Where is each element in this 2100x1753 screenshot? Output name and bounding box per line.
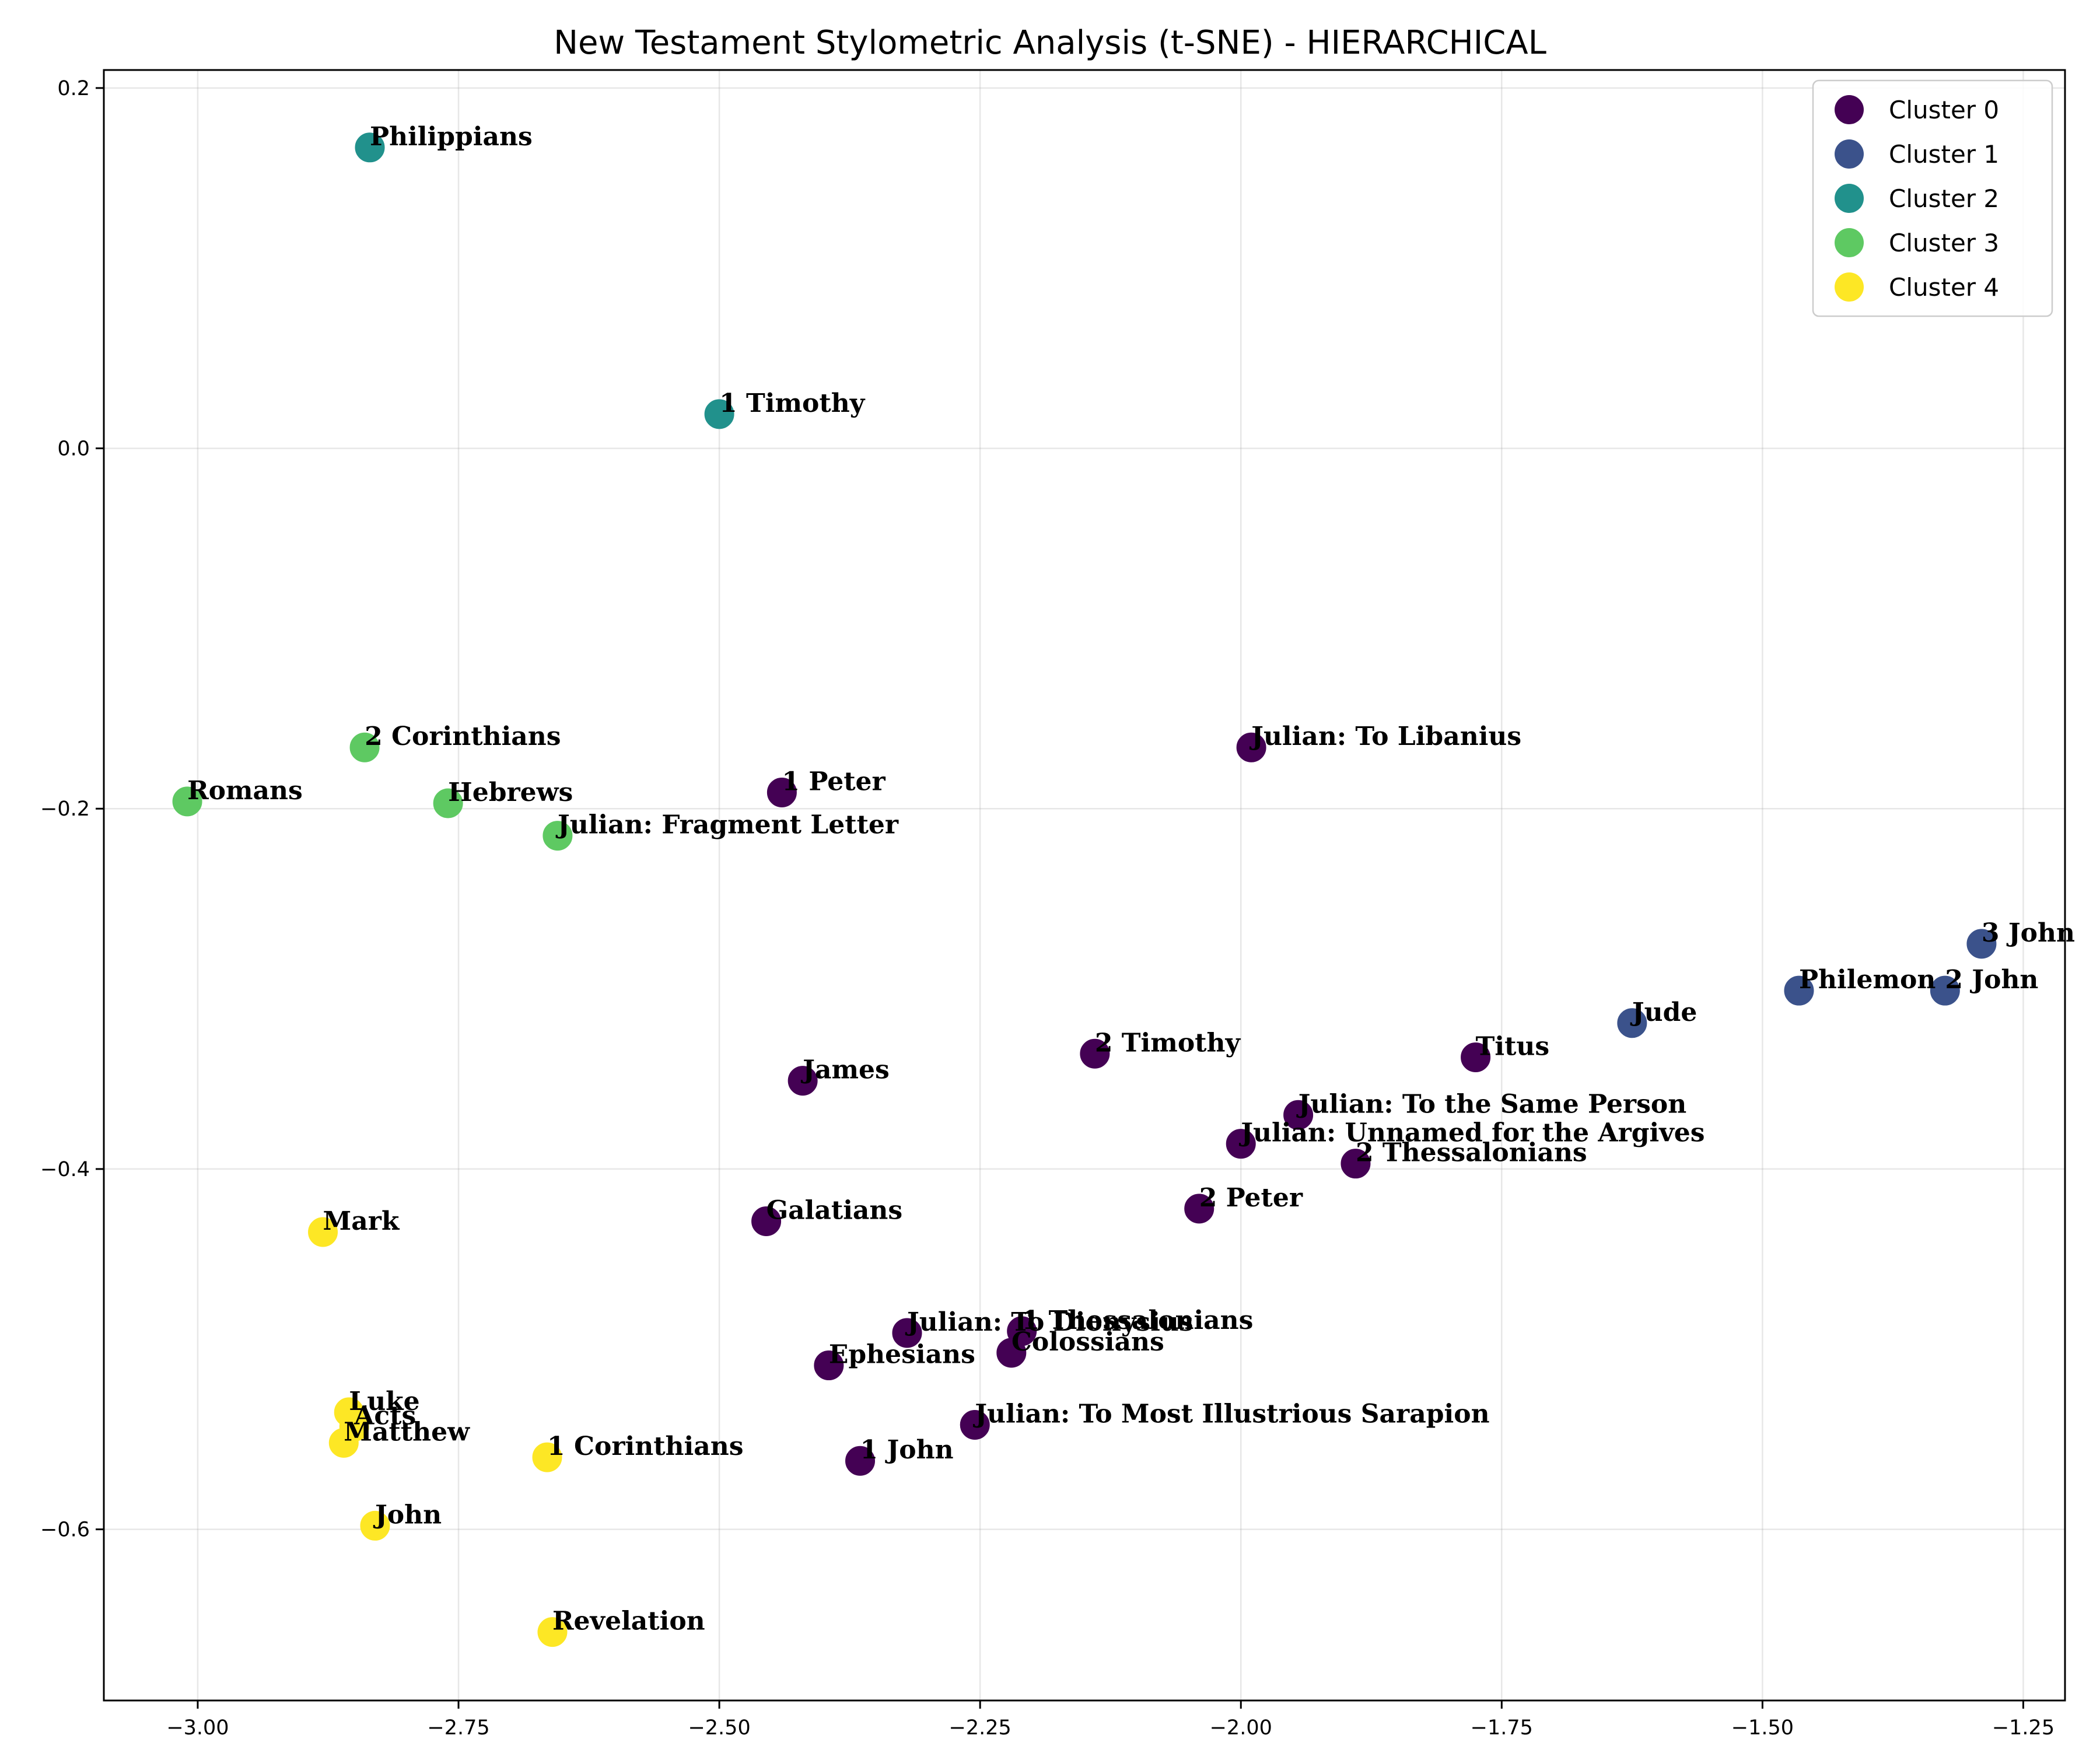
data-point	[1784, 975, 1814, 1006]
data-point-label: Hebrews	[448, 778, 573, 807]
data-point-label: 1 John	[860, 1435, 954, 1465]
legend-entry: Cluster 2	[1889, 184, 1999, 213]
point-labels: 1 Peter Julian: To Libanius James 2 Timothy…	[187, 122, 2075, 1636]
data-point-label: Galatians	[766, 1195, 903, 1225]
data-point-label: 1 Thessalonians	[1022, 1306, 1254, 1335]
data-point-label: Jude	[1630, 998, 1698, 1027]
data-point-label: Julian: To Libanius	[1249, 722, 1521, 751]
legend-entry: Cluster 0	[1889, 96, 1999, 124]
data-point	[1966, 929, 1997, 959]
data-point-label: Julian: To Dionysius	[905, 1307, 1194, 1337]
data-point	[845, 1446, 876, 1476]
data-point	[1080, 1038, 1110, 1069]
legend-box	[1812, 79, 2053, 317]
data-points	[172, 132, 1997, 1647]
data-point	[1930, 975, 1960, 1006]
data-point	[328, 1427, 359, 1458]
data-point-label: Acts	[354, 1401, 416, 1431]
data-point-label: Philippians	[370, 122, 533, 152]
data-point-label: 2 Thessalonians	[1356, 1138, 1587, 1168]
legend-marker	[1835, 184, 1864, 213]
data-point	[1236, 732, 1266, 762]
data-point-label: Philemon	[1799, 965, 1936, 995]
data-point-label: 1 Peter	[782, 767, 886, 796]
data-point	[532, 1442, 562, 1472]
data-point-label: Colossians	[1012, 1327, 1164, 1357]
data-point-label: 2 Peter	[1199, 1183, 1303, 1213]
y-tick-label: −0.6	[40, 1518, 90, 1542]
data-point	[766, 777, 797, 807]
x-tick-label: −2.75	[427, 1716, 489, 1740]
axis-ticks: −3.00 −2.75 −2.50 −2.25 −2.00 −1.75 −1.50 −1.25…	[40, 77, 2054, 1740]
data-point-label: 1 Corinthians	[547, 1432, 744, 1461]
data-point	[308, 1217, 338, 1247]
data-point-label: John	[373, 1500, 442, 1530]
data-point	[751, 1206, 782, 1236]
chart-title: New Testament Stylometric Analysis (t-SN…	[554, 24, 1546, 62]
legend-marker	[1835, 228, 1864, 257]
x-tick-label: −1.75	[1471, 1716, 1533, 1740]
x-tick-label: −1.50	[1731, 1716, 1794, 1740]
legend: Cluster 0 Cluster 1 Cluster 2 Cluster 3 Clus…	[1812, 79, 2053, 317]
legend-entry: Cluster 1	[1889, 140, 1999, 169]
data-point	[960, 1409, 990, 1440]
legend-entry: Cluster 4	[1889, 273, 1999, 302]
y-tick-label: −0.4	[40, 1158, 90, 1181]
data-point	[433, 788, 463, 818]
legend-marker	[1835, 95, 1864, 124]
x-tick-label: −2.50	[688, 1716, 750, 1740]
legend-marker	[1835, 272, 1864, 302]
x-tick-label: −3.00	[166, 1716, 229, 1740]
data-point-label: Romans	[187, 776, 303, 806]
data-point-label: Julian: Unnamed for the Argives	[1238, 1118, 1704, 1148]
legend-marker	[1835, 139, 1864, 169]
legend-entry: Cluster 3	[1889, 229, 1999, 257]
data-point	[1617, 1008, 1647, 1038]
data-point-label: Luke	[349, 1387, 419, 1416]
data-point	[172, 786, 202, 817]
data-point-label: Ephesians	[829, 1340, 975, 1370]
data-point-label: 1 Timothy	[719, 389, 866, 418]
y-tick-label: 0.2	[57, 77, 90, 100]
data-point-label: Mark	[323, 1206, 400, 1236]
data-point	[788, 1066, 818, 1096]
data-point-label: 3 John	[1982, 918, 2075, 948]
data-point-label: Matthew	[344, 1417, 470, 1447]
data-point-label: James	[800, 1055, 890, 1085]
data-point	[814, 1350, 844, 1381]
data-point	[537, 1617, 568, 1647]
data-point-label: 2 John	[1945, 965, 2038, 995]
data-point	[1283, 1100, 1314, 1130]
data-point-label: Titus	[1476, 1031, 1550, 1061]
data-point-label: Revelation	[552, 1607, 705, 1636]
data-point	[996, 1338, 1027, 1368]
plot-area-frame	[103, 69, 2066, 1702]
data-point	[360, 1510, 390, 1541]
x-tick-label: −2.25	[949, 1716, 1012, 1740]
data-point	[892, 1318, 922, 1348]
y-tick-label: −0.2	[40, 797, 90, 821]
data-point	[1461, 1042, 1491, 1072]
y-tick-label: 0.0	[57, 438, 90, 461]
data-point	[1340, 1149, 1371, 1179]
data-point	[355, 132, 385, 163]
x-tick-label: −1.25	[1992, 1716, 2054, 1740]
data-point-label: 2 Timothy	[1095, 1028, 1241, 1058]
data-point	[542, 821, 573, 851]
data-point-label: Julian: To Most Illustrious Sarapion	[972, 1399, 1489, 1429]
x-tick-label: −2.00	[1210, 1716, 1272, 1740]
data-point	[704, 399, 734, 429]
data-point-label: Julian: Fragment Letter	[555, 810, 899, 840]
grid-lines	[104, 70, 2065, 1700]
data-point-label: Julian: To the Same Person	[1296, 1089, 1687, 1119]
data-point	[349, 732, 380, 762]
data-point-label: 2 Corinthians	[365, 722, 561, 751]
data-point	[1226, 1129, 1256, 1159]
data-point	[1184, 1194, 1214, 1224]
